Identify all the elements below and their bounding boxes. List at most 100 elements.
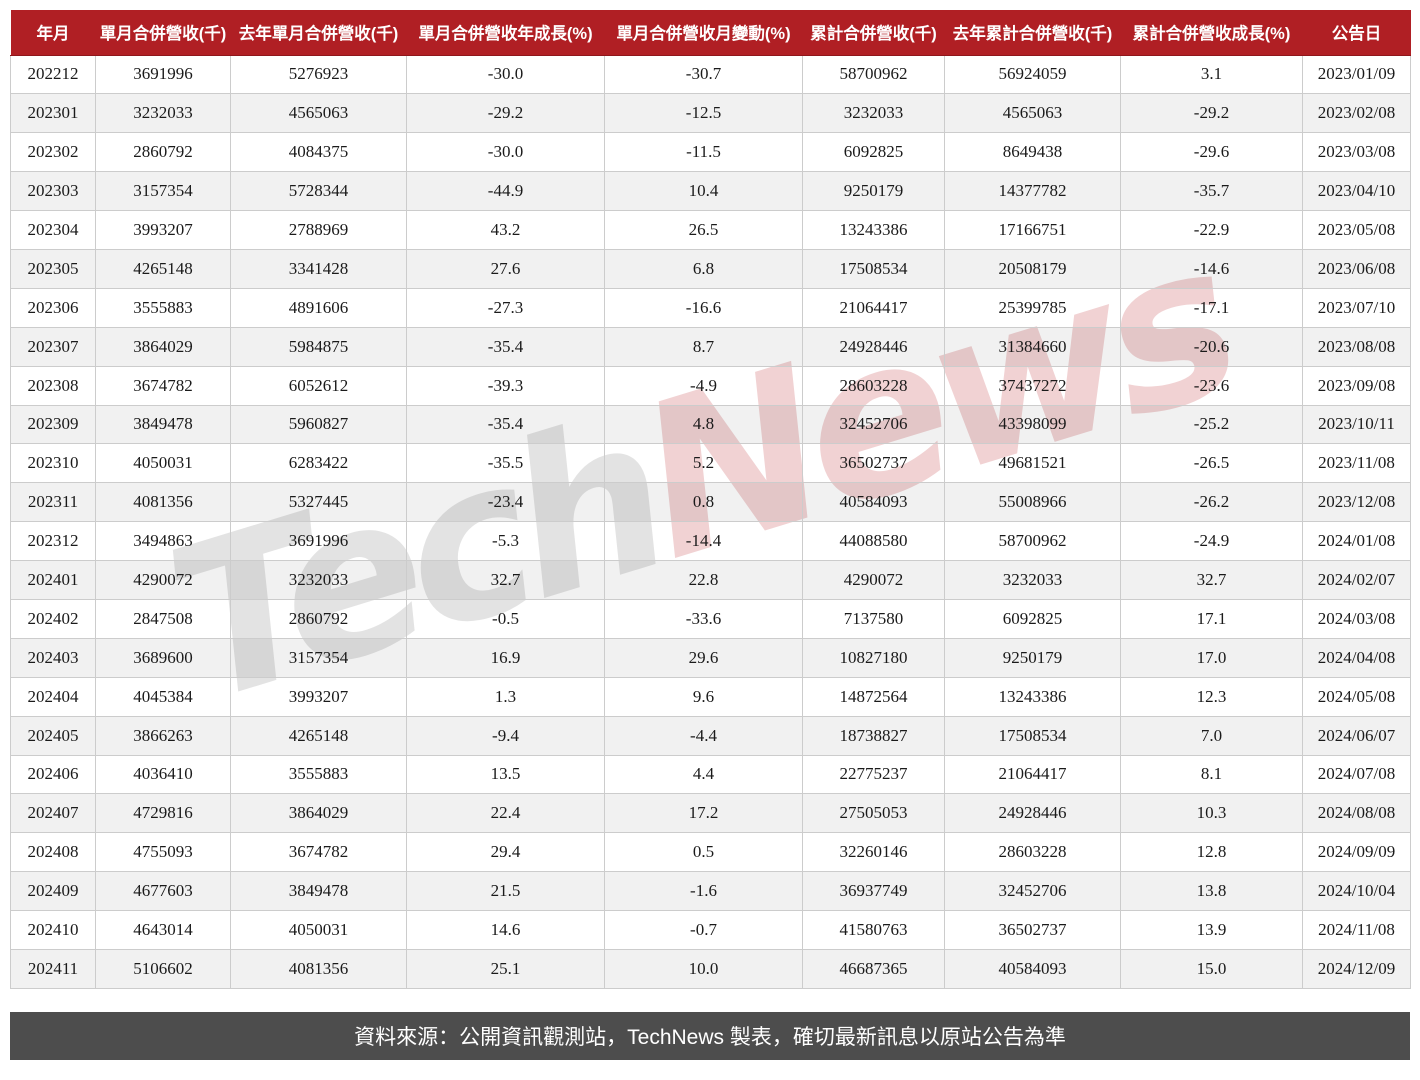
table-cell: 202308 [10, 365, 96, 406]
table-cell: 2024/11/08 [1302, 910, 1411, 950]
table-cell: 2023/05/08 [1302, 210, 1411, 250]
table-cell: 3232033 [944, 560, 1121, 600]
table-cell: 2024/04/08 [1302, 637, 1411, 678]
table-cell: 32452706 [802, 404, 945, 445]
table-cell: 202309 [10, 404, 96, 445]
table-row: 202411 5106602 4081356 25.1 10.0 46687365 4058… [10, 948, 1411, 989]
column-header: 單月合併營收年成長(%) [406, 10, 605, 56]
table-cell: 36502737 [944, 910, 1121, 950]
table-header: 年月 單月合併營收(千) 去年單月合併營收(千) 單月合併營收年成長(%) 單月合併營收… [10, 10, 1411, 56]
table-cell: 22775237 [802, 754, 945, 795]
table-cell: -44.9 [406, 171, 605, 212]
table-cell: -25.2 [1120, 404, 1303, 445]
table-cell: 4891606 [230, 287, 407, 328]
table-cell: 5.2 [604, 443, 803, 484]
column-header: 公告日 [1302, 10, 1411, 56]
table-row: 202212 3691996 5276923 -30.0 -30.7 58700962 56… [10, 54, 1411, 95]
table-cell: 202404 [10, 676, 96, 717]
table-row: 202309 3849478 5960827 -35.4 4.8 32452706 4339… [10, 404, 1411, 445]
table-cell: 13243386 [802, 210, 945, 250]
table-row: 202303 3157354 5728344 -44.9 10.4 9250179 1437… [10, 171, 1411, 212]
table-cell: 202402 [10, 598, 96, 639]
table-cell: 22.8 [604, 560, 803, 600]
revenue-table-container: 年月 單月合併營收(千) 去年單月合併營收(千) 單月合併營收年成長(%) 單月合併營收… [10, 10, 1411, 989]
source-note-text: 資料來源：公開資訊觀測站，TechNews 製表，確切最新訊息以原站公告為準 [354, 1026, 1066, 1049]
table-cell: 17.2 [604, 793, 803, 834]
table-cell: -4.4 [604, 715, 803, 756]
table-cell: 5984875 [230, 326, 407, 367]
table-cell: 32.7 [406, 560, 605, 600]
table-cell: 202212 [10, 54, 96, 95]
table-cell: -29.6 [1120, 132, 1303, 173]
table-cell: 12.8 [1120, 832, 1303, 873]
table-cell: 9.6 [604, 676, 803, 717]
table-cell: 2024/06/07 [1302, 715, 1411, 756]
table-cell: 5106602 [95, 948, 231, 989]
revenue-table: 年月 單月合併營收(千) 去年單月合併營收(千) 單月合併營收年成長(%) 單月合併營收… [10, 10, 1411, 989]
table-cell: 4.4 [604, 754, 803, 795]
table-cell: 37437272 [944, 365, 1121, 406]
table-cell: 3341428 [230, 248, 407, 289]
table-cell: -29.2 [406, 93, 605, 134]
table-cell: 10827180 [802, 637, 945, 678]
table-cell: 2023/09/08 [1302, 365, 1411, 406]
table-cell: 8.1 [1120, 754, 1303, 795]
table-cell: 10.0 [604, 948, 803, 989]
table-cell: 25399785 [944, 287, 1121, 328]
table-cell: 12.3 [1120, 676, 1303, 717]
table-cell: 5276923 [230, 54, 407, 95]
table-cell: 202311 [10, 482, 96, 523]
table-cell: 202307 [10, 326, 96, 367]
table-cell: 2023/08/08 [1302, 326, 1411, 367]
table-cell: 43.2 [406, 210, 605, 250]
table-cell: -35.5 [406, 443, 605, 484]
table-cell: 5327445 [230, 482, 407, 523]
table-cell: 2023/01/09 [1302, 54, 1411, 95]
table-row: 202409 4677603 3849478 21.5 -1.6 36937749 3245… [10, 871, 1411, 912]
table-row: 202304 3993207 2788969 43.2 26.5 13243386 1716… [10, 210, 1411, 250]
table-cell: 202310 [10, 443, 96, 484]
table-cell: 2024/12/09 [1302, 948, 1411, 989]
table-row: 202307 3864029 5984875 -35.4 8.7 24928446 3138… [10, 326, 1411, 367]
column-header: 累計合併營收成長(%) [1120, 10, 1303, 56]
table-cell: 202303 [10, 171, 96, 212]
table-cell: -5.3 [406, 521, 605, 562]
table-cell: 28603228 [802, 365, 945, 406]
table-cell: 10.4 [604, 171, 803, 212]
table-cell: 202411 [10, 948, 96, 989]
table-cell: 3.1 [1120, 54, 1303, 95]
table-cell: 17166751 [944, 210, 1121, 250]
table-cell: 2023/12/08 [1302, 482, 1411, 523]
table-cell: 2024/07/08 [1302, 754, 1411, 795]
table-cell: 4677603 [95, 871, 231, 912]
table-cell: 3232033 [802, 93, 945, 134]
table-cell: 4081356 [95, 482, 231, 523]
table-cell: 1.3 [406, 676, 605, 717]
table-cell: 8649438 [944, 132, 1121, 173]
table-cell: -14.6 [1120, 248, 1303, 289]
table-cell: 6283422 [230, 443, 407, 484]
table-cell: 13.9 [1120, 910, 1303, 950]
table-cell: 3157354 [95, 171, 231, 212]
table-cell: 2860792 [95, 132, 231, 173]
table-row: 202403 3689600 3157354 16.9 29.6 10827180 9250… [10, 637, 1411, 678]
table-cell: 3157354 [230, 637, 407, 678]
table-row: 202406 4036410 3555883 13.5 4.4 22775237 21064… [10, 754, 1411, 795]
table-cell: 0.5 [604, 832, 803, 873]
table-cell: 10.3 [1120, 793, 1303, 834]
table-cell: 4643014 [95, 910, 231, 950]
table-cell: 202401 [10, 560, 96, 600]
table-cell: 3555883 [230, 754, 407, 795]
column-header: 單月合併營收(千) [95, 10, 231, 56]
table-cell: 58700962 [802, 54, 945, 95]
table-cell: 2024/01/08 [1302, 521, 1411, 562]
table-cell: 26.5 [604, 210, 803, 250]
table-cell: 202405 [10, 715, 96, 756]
table-cell: 3864029 [230, 793, 407, 834]
table-cell: 2024/09/09 [1302, 832, 1411, 873]
table-cell: 4036410 [95, 754, 231, 795]
source-note-bar: 資料來源：公開資訊觀測站，TechNews 製表，確切最新訊息以原站公告為準 [10, 1012, 1410, 1060]
header-row: 年月 單月合併營收(千) 去年單月合併營收(千) 單月合併營收年成長(%) 單月合併營收… [10, 10, 1411, 56]
table-cell: 2024/05/08 [1302, 676, 1411, 717]
table-cell: 4755093 [95, 832, 231, 873]
